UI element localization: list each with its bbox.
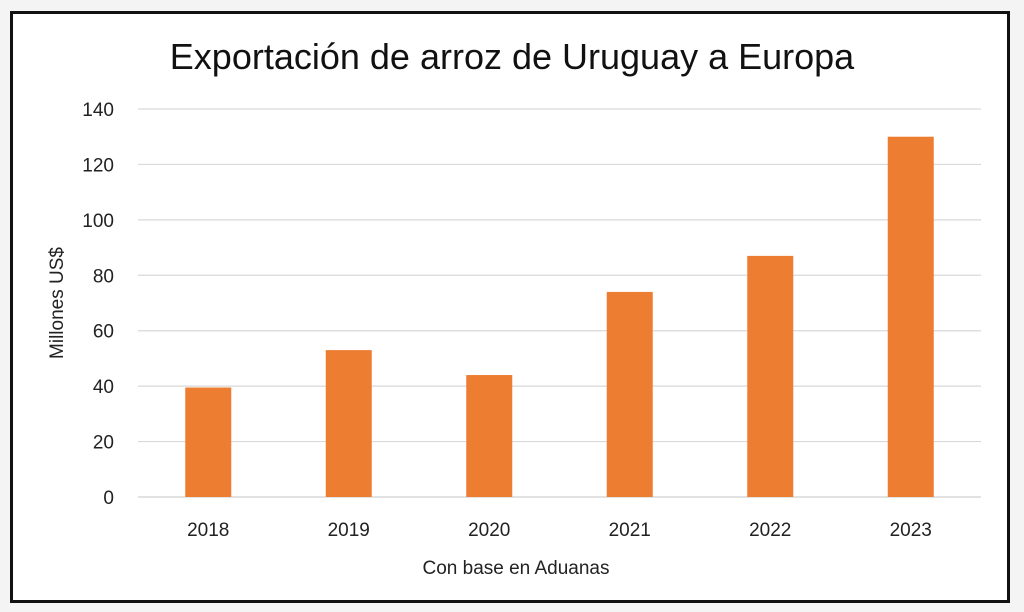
y-axis-label: Millones US$ [47, 247, 68, 359]
bar-2022 [747, 255, 794, 497]
y-tick-label: 40 [93, 377, 114, 398]
bars [185, 136, 934, 497]
chart-title: Exportación de arroz de Uruguay a Europa [169, 36, 855, 77]
bar-2019 [325, 350, 372, 497]
gridlines [138, 108, 981, 498]
x-tick-label: 2020 [468, 520, 510, 541]
bar-2021 [606, 291, 653, 497]
chart-frame [10, 11, 1010, 603]
bar-2018 [185, 387, 232, 497]
x-tick-label: 2021 [609, 520, 651, 541]
y-tick-labels: 0 20 40 60 80 100 120 140 [82, 100, 114, 509]
y-tick-label: 120 [82, 155, 114, 176]
y-tick-label: 20 [93, 433, 114, 454]
x-tick-label: 2018 [187, 520, 229, 541]
y-tick-label: 0 [103, 488, 114, 509]
x-tick-label: 2022 [749, 520, 791, 541]
y-tick-label: 140 [82, 100, 114, 121]
x-axis-label: Con base en Aduanas [423, 558, 610, 579]
x-tick-labels: 2018 2019 2020 2021 2022 2023 [187, 520, 932, 541]
bar-2023 [887, 136, 934, 497]
x-tick-label: 2019 [328, 520, 370, 541]
y-tick-label: 80 [93, 266, 114, 287]
bar-2020 [466, 375, 513, 497]
y-tick-label: 60 [93, 322, 114, 343]
x-tick-label: 2023 [890, 520, 932, 541]
y-tick-label: 100 [82, 211, 114, 232]
